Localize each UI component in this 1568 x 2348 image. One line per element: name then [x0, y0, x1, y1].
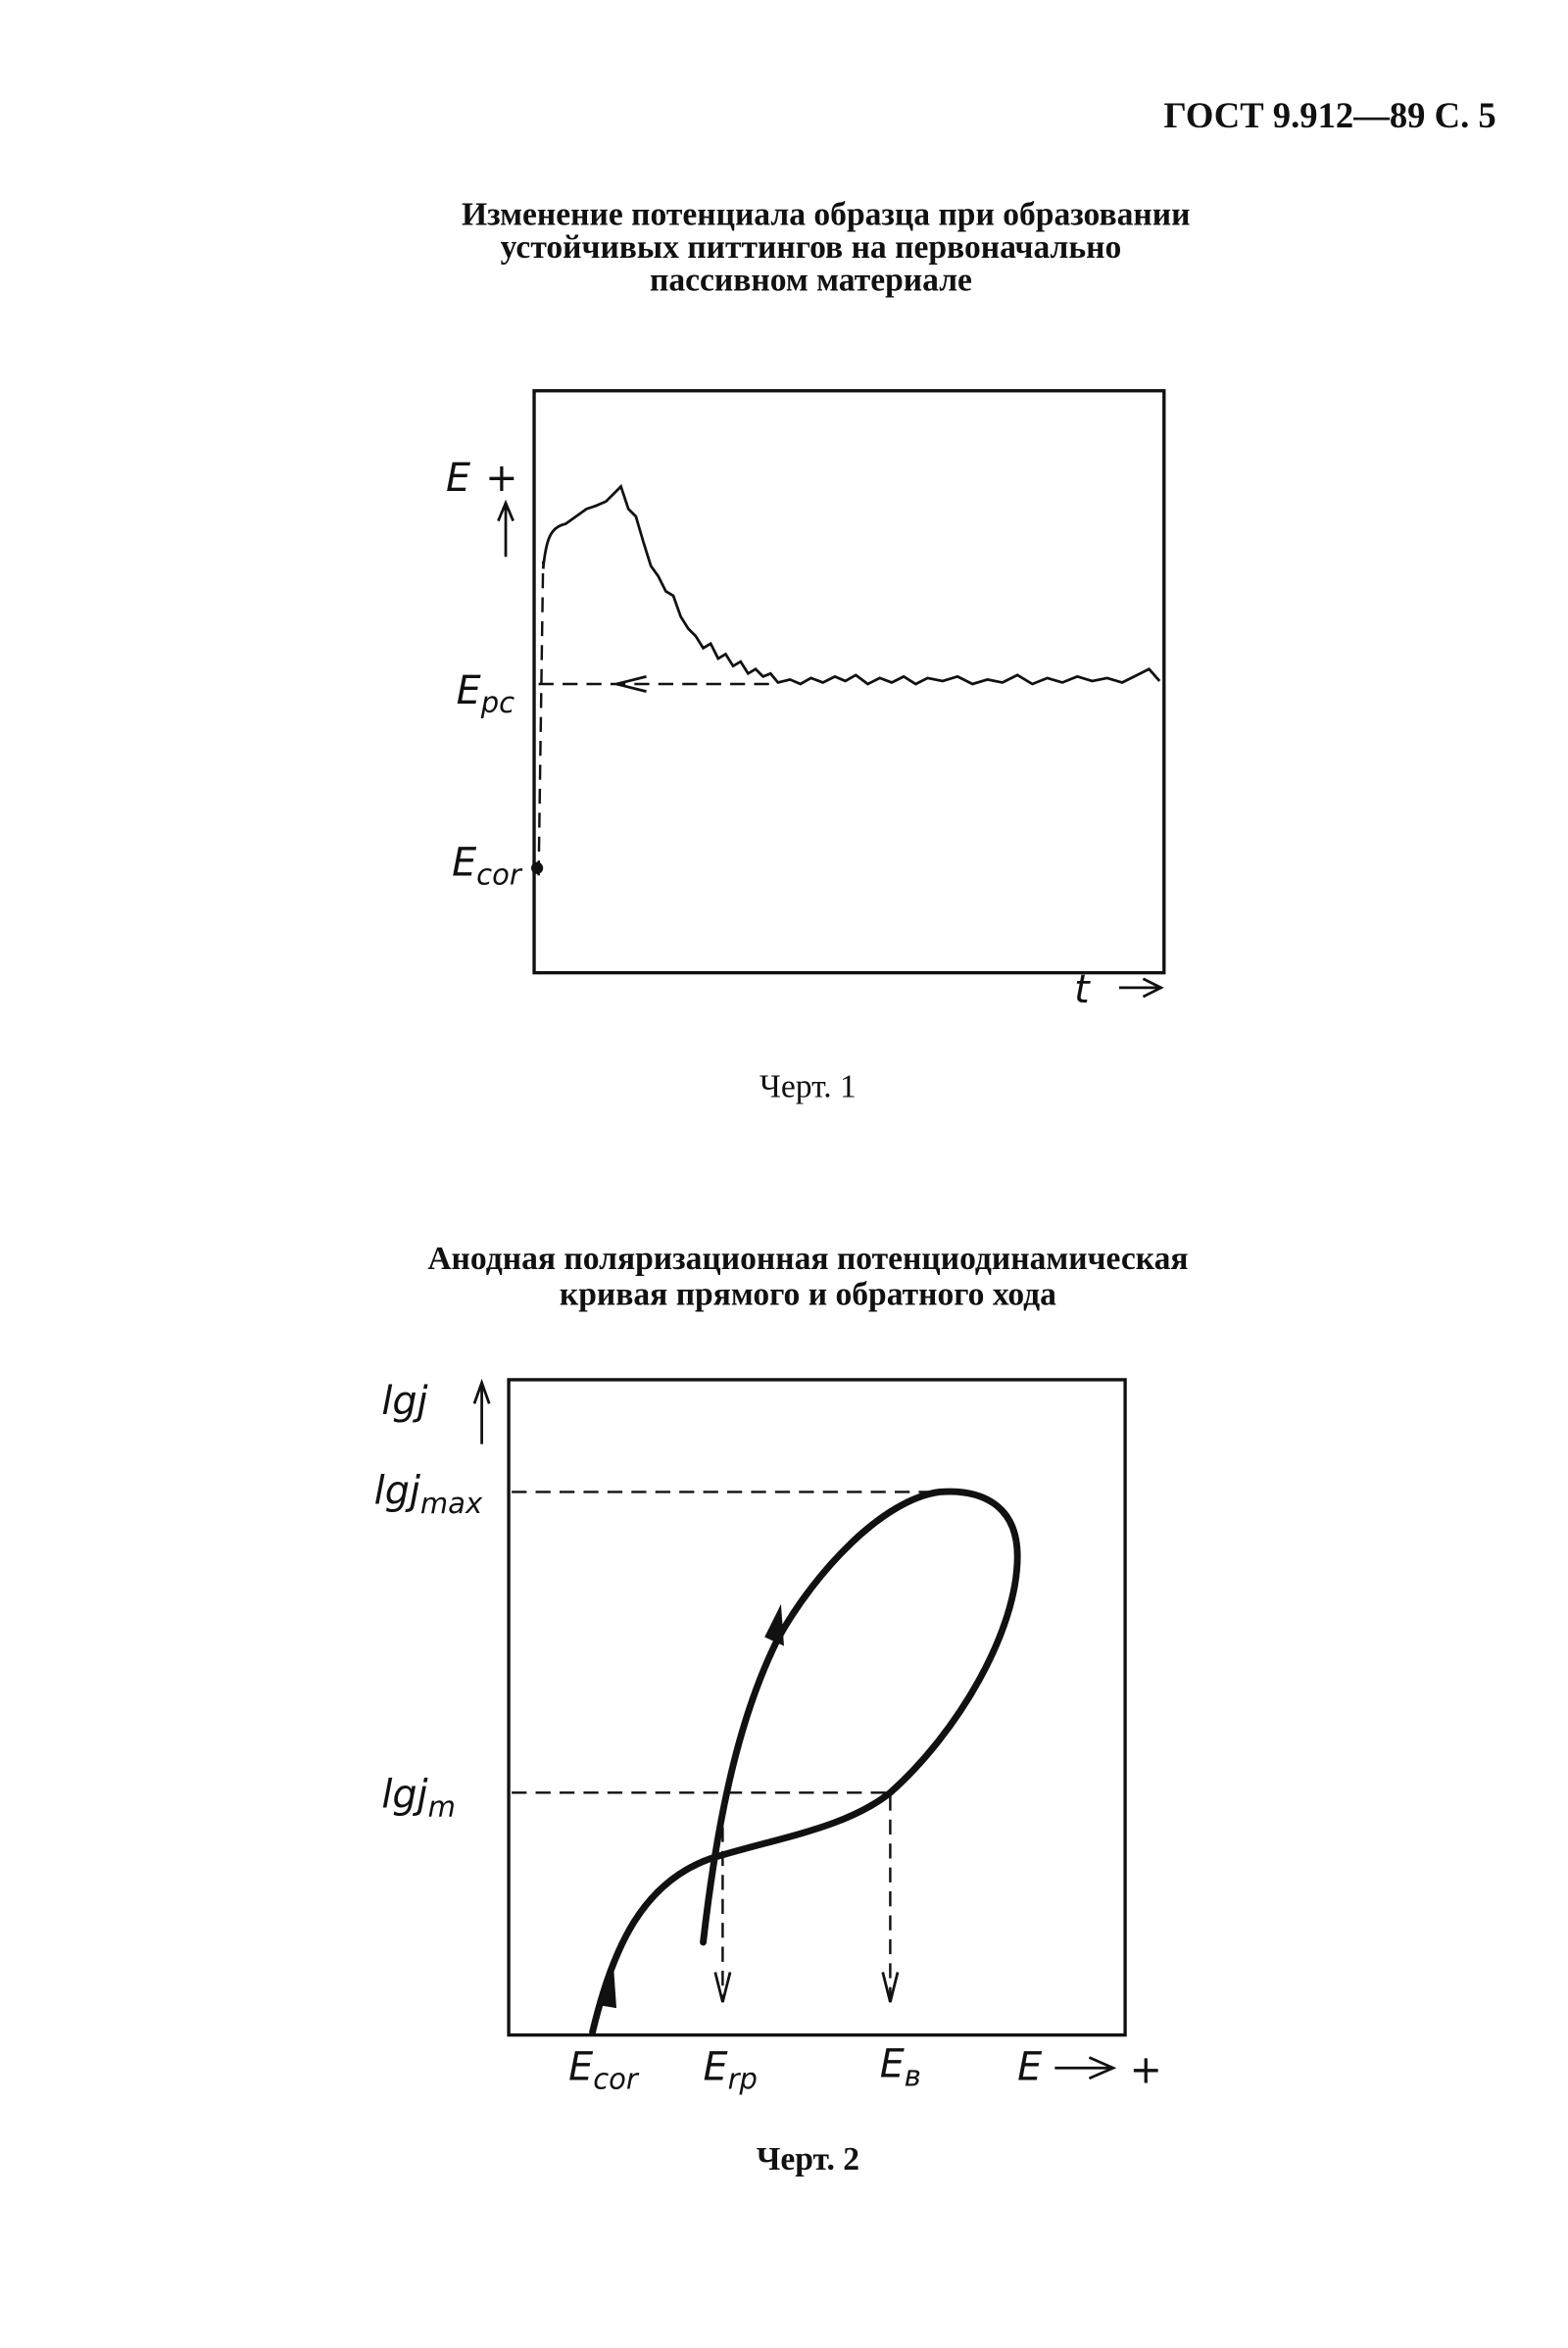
label: Epc	[457, 668, 514, 719]
label-main: E	[457, 668, 481, 713]
label-sub: rp	[728, 2063, 758, 2096]
figure-title: кривая прямого и обратного хода	[560, 1277, 1056, 1313]
label-main: E	[452, 840, 476, 885]
arrow-head	[615, 675, 647, 693]
figure-title: Изменение потенциала образца при образов…	[462, 196, 1190, 232]
label-sub: cor	[476, 858, 523, 892]
plot-frame	[507, 1378, 1127, 2037]
arrow-head	[764, 1603, 784, 1646]
axis-arrow	[497, 499, 514, 558]
label-main: E	[568, 2044, 593, 2089]
axis-arrow	[1054, 2056, 1117, 2080]
dashed-rise	[537, 561, 545, 876]
label-main: E	[446, 456, 470, 501]
axis-arrow	[1118, 977, 1164, 999]
label-sub: pc	[480, 686, 514, 719]
label: lgjmax	[374, 1469, 483, 1520]
label: Erp	[704, 2044, 758, 2095]
label-sign: +	[485, 456, 517, 501]
label: E	[1017, 2044, 1042, 2089]
figure-caption: Черт. 2	[757, 2141, 859, 2177]
start-point	[530, 861, 544, 874]
label: +	[1130, 2047, 1162, 2092]
label-sub: в	[905, 2060, 921, 2093]
label-main: E	[704, 2044, 728, 2089]
potential-curve	[541, 483, 1161, 686]
figure-title: пассивном материале	[650, 262, 972, 298]
label: E +	[446, 456, 518, 501]
label-main: lgj	[374, 1469, 420, 1514]
axis-arrow	[472, 1378, 491, 1444]
arrow-head	[713, 1972, 900, 2003]
figure-title: Анодная поляризационная потенциодинамиче…	[427, 1241, 1188, 1277]
label: Eв	[880, 2041, 921, 2092]
label: lgj	[381, 1379, 427, 1424]
polarization-curve	[589, 1488, 1021, 2036]
label-main: E	[880, 2041, 905, 2086]
label: lgjm	[381, 1773, 456, 1824]
arrow-head	[598, 1964, 617, 2009]
figure-caption: Черт. 1	[760, 1068, 857, 1104]
label: Ecor	[452, 840, 523, 891]
page-header: ГОСТ 9.912—89 С. 5	[1163, 95, 1495, 135]
label-sub: max	[420, 1487, 483, 1520]
label: t	[1074, 967, 1091, 1012]
plot-frame	[532, 389, 1166, 975]
label-sub: m	[428, 1790, 456, 1824]
label-sub: cor	[593, 2063, 640, 2096]
label: Ecor	[568, 2044, 640, 2095]
label-main: lgj	[381, 1773, 427, 1818]
figure-title: устойчивых питтингов на первоначально	[501, 229, 1122, 266]
